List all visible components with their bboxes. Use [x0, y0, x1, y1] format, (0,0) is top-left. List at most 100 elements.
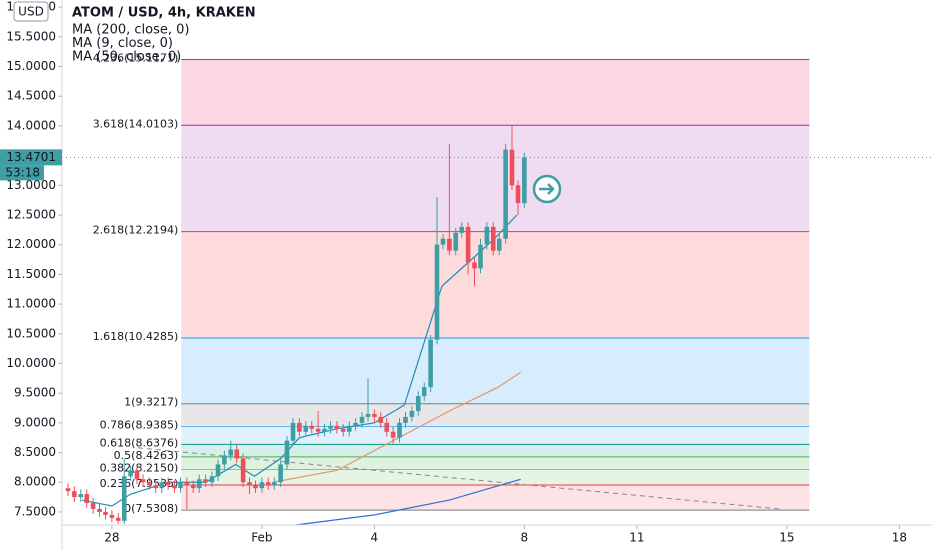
fib-band [181, 485, 810, 511]
y-tick-label: 14.0000 [6, 118, 56, 132]
x-tick-label: 4 [371, 531, 379, 545]
y-tick-label: 8.5000 [14, 445, 56, 459]
y-tick-label: 11.0000 [6, 297, 56, 311]
candle-body [278, 464, 283, 483]
candle-body [190, 485, 196, 489]
fib-label: 0(7.5308) [124, 502, 178, 515]
y-tick-label: 9.0000 [14, 415, 56, 429]
candle-body [128, 470, 133, 477]
candle-body [365, 413, 371, 417]
candle-body [415, 396, 421, 411]
fib-label: 0.5(8.4263) [114, 449, 179, 462]
candle-body [140, 479, 146, 483]
candle-body [72, 491, 77, 498]
fib-band [181, 426, 810, 445]
y-tick-label: 13.0000 [6, 178, 56, 192]
candle-body [353, 422, 358, 426]
y-tick-label: 12.0000 [6, 237, 56, 251]
legend-entry: MA (50, close, 0) [72, 50, 181, 65]
candle-body [184, 482, 190, 486]
candle-body [97, 508, 102, 512]
candle-body [240, 458, 246, 483]
candle-body [196, 479, 202, 489]
candle-body [247, 482, 252, 486]
candle-body [65, 488, 71, 492]
candle-body [490, 226, 496, 251]
candle-body [109, 514, 115, 518]
y-tick-label: 8.0000 [14, 475, 56, 489]
candle-body [515, 185, 521, 204]
candle-body [159, 482, 165, 489]
candle-body [303, 425, 309, 432]
legend-entry: MA (200, close, 0) [72, 23, 189, 38]
legend-entry: MA (9, close, 0) [72, 36, 173, 51]
last-price-tag [0, 149, 62, 166]
candle-body [209, 476, 215, 483]
candle-body [315, 428, 321, 432]
candle-body [472, 262, 477, 269]
candle-body [103, 511, 108, 515]
candle-body [172, 485, 177, 489]
scroll-arrow [539, 183, 555, 195]
x-tick-label: 18 [892, 531, 907, 545]
y-tick-label: 10.5000 [6, 326, 56, 340]
chart-title: ATOM / USD, 4h, KRAKEN [72, 6, 256, 21]
candle-body [403, 416, 408, 423]
x-tick-label: Feb [251, 531, 272, 545]
fib-band [181, 403, 810, 427]
fib-label: 0.618(8.6376) [100, 436, 179, 449]
fib-band [181, 444, 810, 457]
fib-band [181, 125, 810, 232]
fib-band [181, 469, 810, 486]
candle-body [234, 449, 240, 459]
x-tick-label: 11 [629, 531, 644, 545]
fib-label: 2.618(12.2194) [93, 224, 179, 237]
candle-body [421, 387, 427, 397]
last-price-label: 13.4701 [6, 150, 56, 164]
fib-label: 0.786(8.9385) [100, 419, 179, 432]
candle-body [453, 232, 459, 251]
fib-label: 0.236(7.9535) [100, 477, 179, 490]
candle-body [503, 149, 508, 239]
candle-body [434, 244, 440, 340]
candle-body [322, 428, 327, 432]
fib-band [181, 456, 810, 470]
candle-body [147, 482, 152, 486]
candle-body [165, 482, 171, 486]
candle-body [271, 482, 277, 486]
candle-body [203, 479, 208, 483]
candle-body [372, 413, 377, 417]
y-tick-label: 9.5000 [14, 386, 56, 400]
candle-body [509, 149, 515, 186]
candle-body [309, 425, 315, 429]
fib-label: 1(9.3217) [124, 396, 178, 409]
x-tick-label: 15 [779, 531, 794, 545]
candle-body [115, 517, 121, 521]
fib-label: 3.618(14.0103) [93, 117, 179, 130]
candle-body [90, 503, 96, 509]
candle-body [178, 482, 183, 489]
y-tick-label: 11.5000 [6, 267, 56, 281]
candle-body [153, 485, 159, 489]
candle-body [340, 428, 346, 432]
candle-body [290, 422, 296, 441]
candle-body [428, 339, 433, 388]
candle-body [496, 238, 502, 251]
candle-body [134, 470, 140, 480]
countdown: 53:18 [5, 165, 40, 179]
candle-body [228, 449, 234, 456]
candle-body [397, 422, 402, 438]
candle-body [121, 476, 127, 521]
candle-body [297, 422, 302, 432]
candle-body [378, 416, 384, 423]
countdown-tag [0, 165, 44, 181]
candle-body [265, 482, 271, 486]
y-tick-label: 7.5000 [14, 504, 56, 518]
candle-body [359, 416, 365, 423]
ma-line [295, 478, 521, 526]
y-tick-label: 10.0000 [6, 356, 56, 370]
currency: USD [18, 5, 44, 19]
fib-label: 4.236(15.1171) [93, 52, 179, 65]
